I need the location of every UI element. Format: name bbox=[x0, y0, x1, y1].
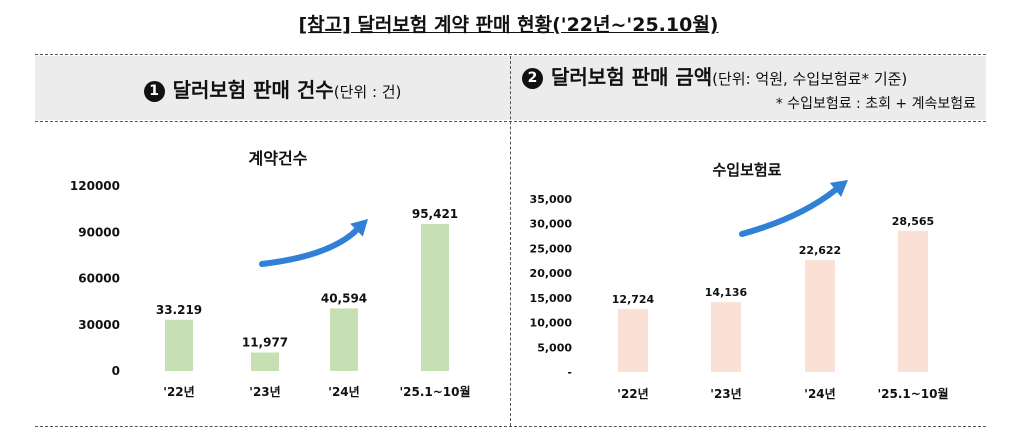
chart2-ytick-label: 5,000 bbox=[537, 341, 572, 354]
chart1-ytick-label: 120000 bbox=[70, 179, 120, 193]
panel2-heading-text: 달러보험 판매 금액 bbox=[551, 65, 713, 89]
chart1-bar bbox=[330, 308, 358, 371]
chart2-trend-arrow-icon-shaft bbox=[739, 186, 839, 237]
chart2-bar bbox=[898, 230, 928, 372]
chart1-ytick-label: 90000 bbox=[78, 225, 120, 239]
chart1-category-label: '23년 bbox=[249, 385, 280, 399]
chart2-category-label: '24년 bbox=[804, 387, 835, 401]
chart1-category-label: '22년 bbox=[163, 385, 194, 399]
top-divider bbox=[35, 54, 986, 55]
bottom-divider bbox=[35, 426, 986, 427]
chart1-ytick-label: 60000 bbox=[78, 272, 120, 286]
panel1-heading: 1 달러보험 판매 건수(단위 : 건) bbox=[35, 74, 510, 103]
chart2-ytick-label: 15,000 bbox=[530, 292, 573, 305]
chart1-value-label: 95,421 bbox=[412, 207, 458, 221]
chart2-bar bbox=[711, 302, 741, 372]
chart2-trend-arrow-icon-head bbox=[829, 180, 848, 197]
chart1-trend-arrow-icon bbox=[259, 219, 368, 267]
chart2-ytick-label: 30,000 bbox=[530, 218, 573, 231]
chart1-category-label: '25.1~10월 bbox=[399, 384, 470, 399]
panel1-number-badge: 1 bbox=[143, 81, 165, 102]
chart2-ytick-label: 10,000 bbox=[530, 317, 573, 330]
chart2-ytick-label: 25,000 bbox=[530, 242, 573, 255]
panel1-unit-note: (단위 : 건) bbox=[333, 83, 402, 101]
panel2-footnote: * 수입보험료 : 초회 + 계속보험료 bbox=[775, 96, 976, 112]
chart2-bar bbox=[805, 260, 835, 372]
page-title: [참고] 달러보험 계약 판매 현황('22년~'25.10월) bbox=[298, 14, 719, 36]
chart2-value-label: 22,622 bbox=[799, 244, 841, 257]
panel-divider bbox=[510, 56, 511, 426]
chart1-title: 계약건수 bbox=[249, 149, 308, 168]
chart1-trend-arrow-icon-head bbox=[350, 219, 368, 237]
chart1-value-label: 40,594 bbox=[321, 291, 367, 305]
chart2-trend-arrow-icon bbox=[739, 180, 848, 237]
chart2-ytick-label: 35,000 bbox=[530, 193, 573, 206]
chart2-category-label: '22년 bbox=[617, 387, 648, 401]
chart1-ytick-label: 30000 bbox=[78, 318, 120, 332]
chart2-value-label: 28,565 bbox=[892, 215, 934, 228]
panel2-unit-note: (단위: 억원, 수입보험료* 기준) bbox=[712, 70, 908, 88]
chart1-category-label: '24년 bbox=[328, 385, 359, 399]
chart2-title: 수입보험료 bbox=[712, 161, 781, 179]
chart1-trend-arrow-icon-shaft bbox=[259, 227, 360, 267]
chart1-bar bbox=[165, 319, 193, 371]
chart1-value-label: 11,977 bbox=[242, 336, 288, 350]
panel1-heading-text: 달러보험 판매 건수 bbox=[172, 78, 334, 102]
chart1-ytick-label: 0 bbox=[112, 364, 120, 378]
chart2-ytick-label: 20,000 bbox=[530, 267, 573, 280]
chart2-category-label: '25.1~10월 bbox=[877, 386, 948, 401]
panel2-number-badge: 2 bbox=[522, 68, 543, 89]
chart2-value-label: 12,724 bbox=[612, 293, 655, 306]
panel2-heading: 2 달러보험 판매 금액(단위: 억원, 수입보험료* 기준) bbox=[522, 61, 982, 90]
chart2-bar bbox=[618, 309, 648, 372]
chart1-value-label: 33.219 bbox=[156, 303, 202, 317]
chart2-ytick-label: - bbox=[567, 366, 572, 379]
chart1-bar bbox=[421, 223, 449, 371]
chart2-value-label: 14,136 bbox=[705, 286, 748, 299]
chart1-bar bbox=[251, 352, 279, 371]
chart2-category-label: '23년 bbox=[710, 387, 741, 401]
